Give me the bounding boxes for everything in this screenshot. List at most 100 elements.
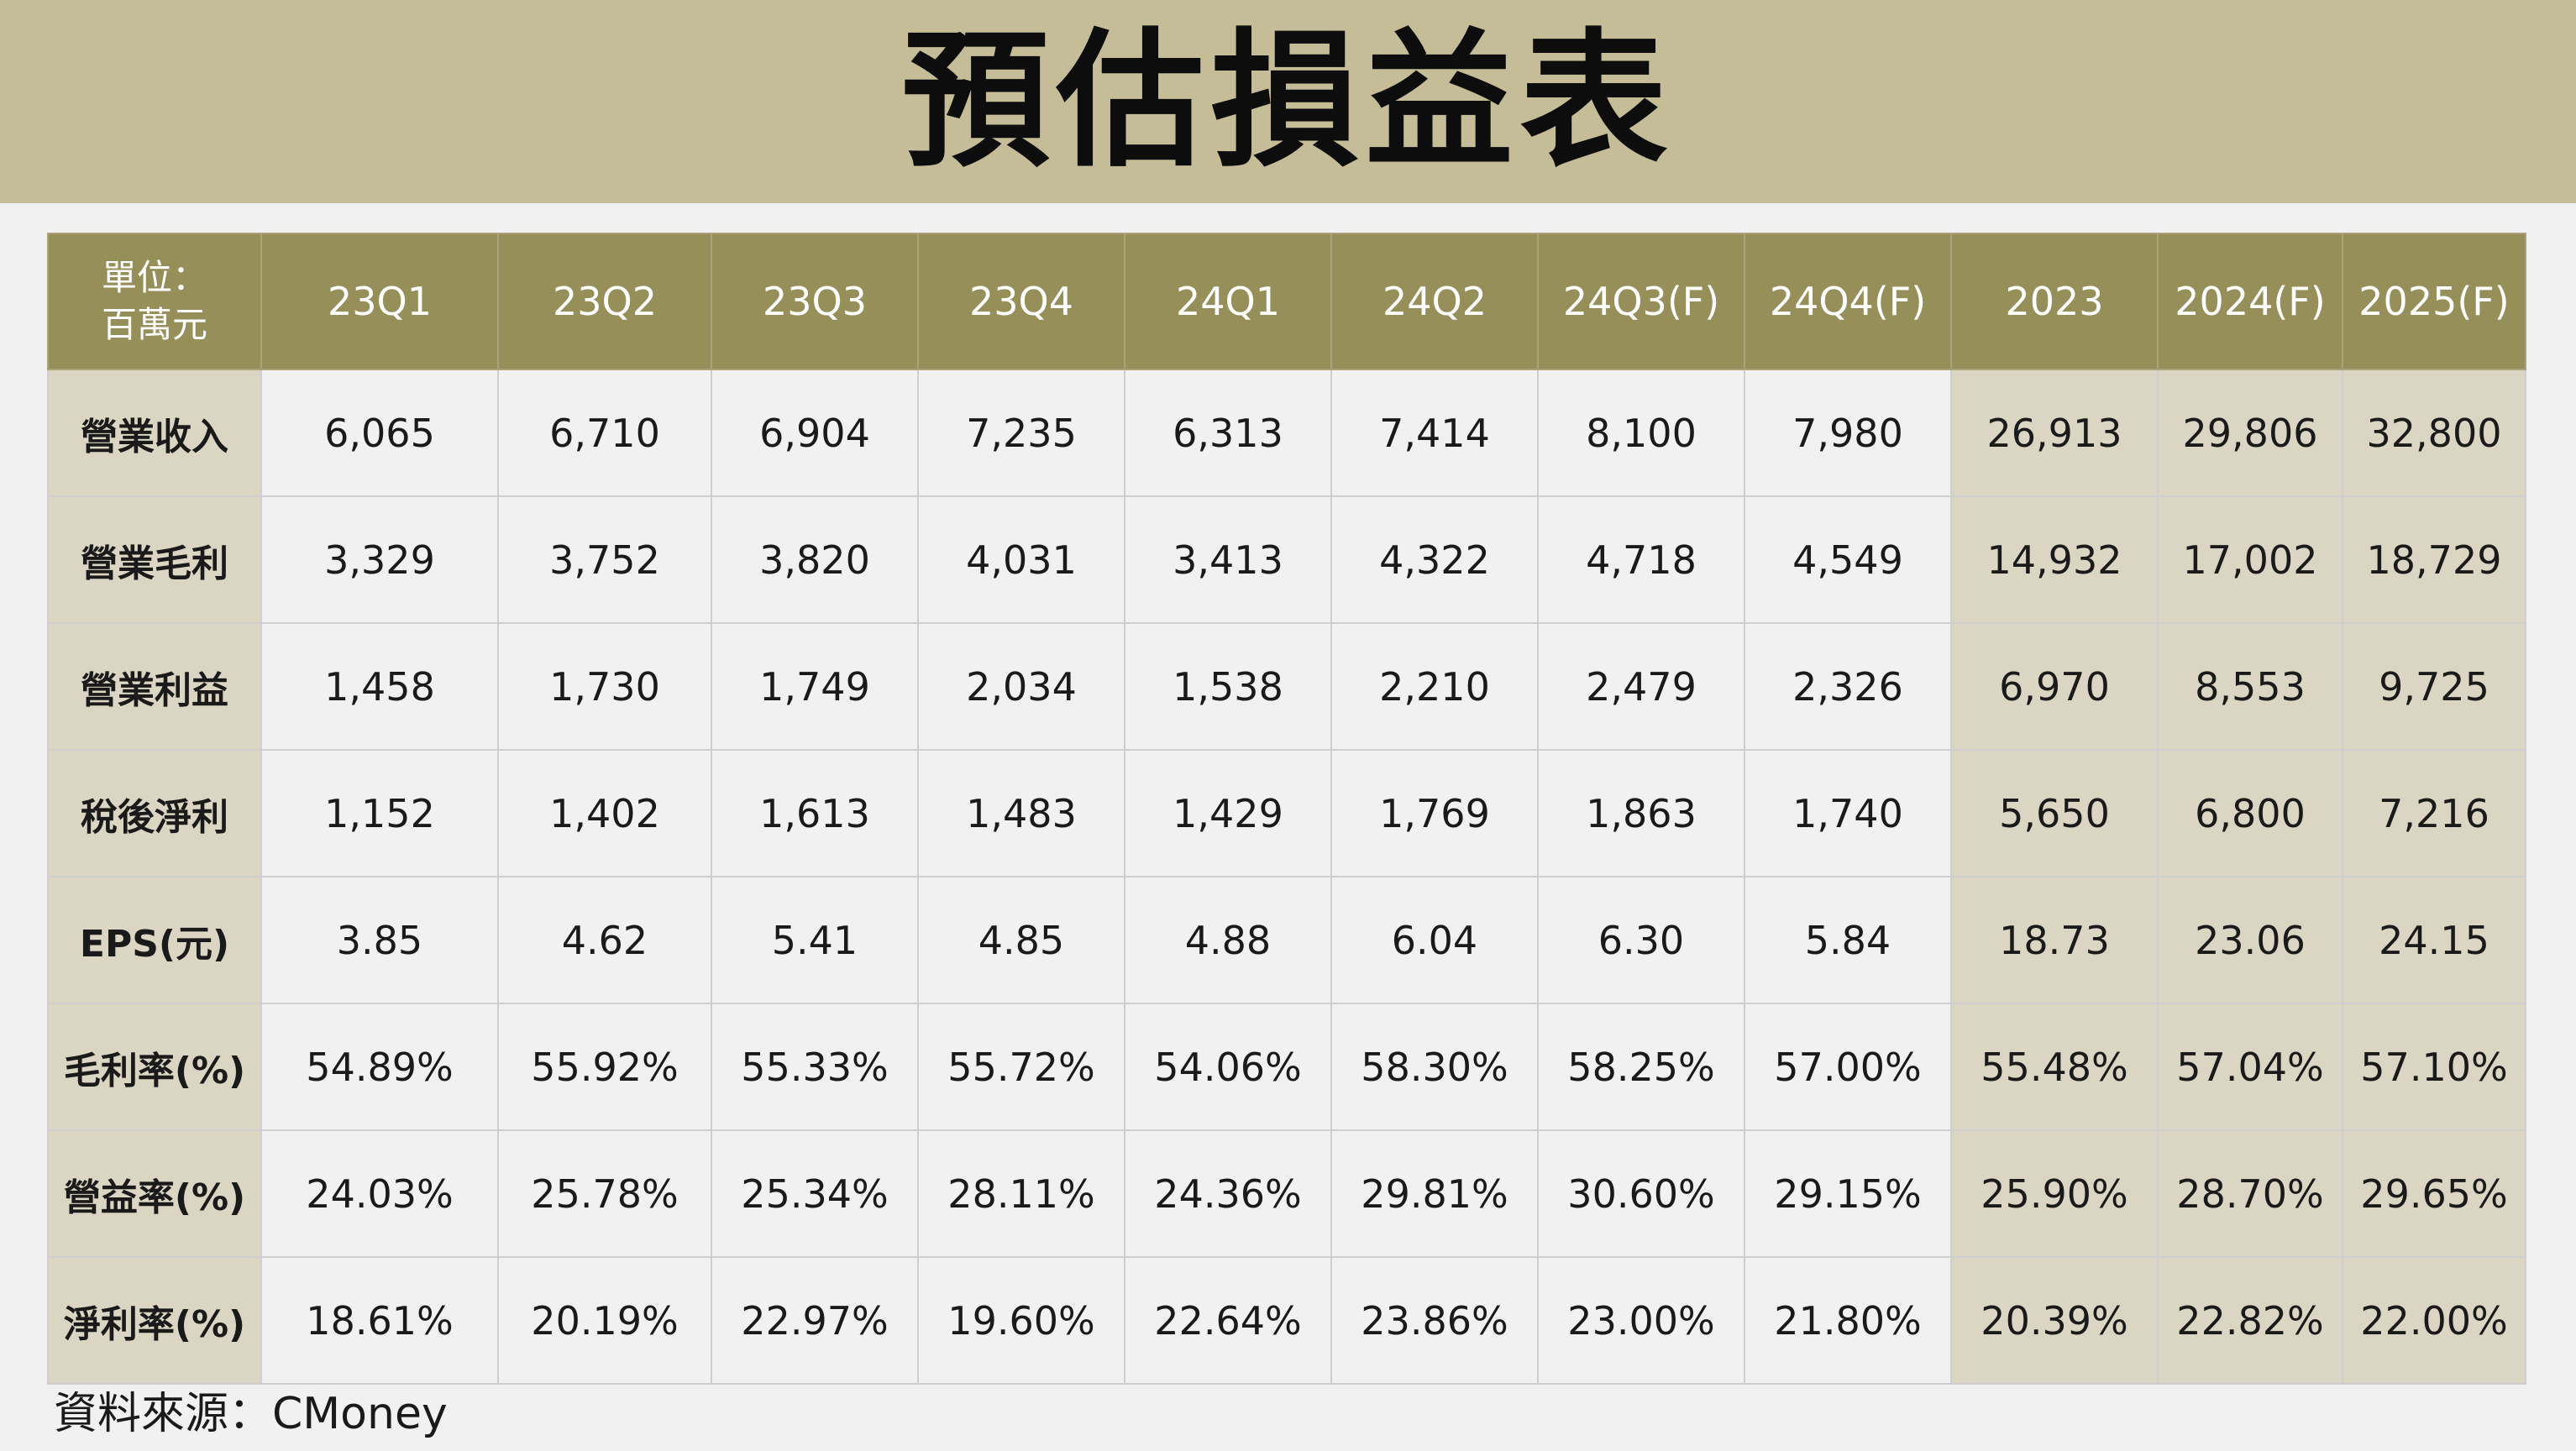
annual-value-cell: 7,216 bbox=[2342, 749, 2526, 877]
column-header: 23Q4 bbox=[917, 233, 1125, 370]
quarter-value-cell: 4.88 bbox=[1124, 876, 1332, 1004]
annual-value-cell: 57.10% bbox=[2342, 1003, 2526, 1131]
quarter-value-cell: 4,718 bbox=[1537, 495, 1745, 624]
column-header: 2025(F) bbox=[2342, 233, 2526, 370]
annual-value-cell: 6,800 bbox=[2157, 749, 2343, 877]
quarter-value-cell: 23.86% bbox=[1330, 1256, 1539, 1385]
quarter-value-cell: 24.03% bbox=[260, 1129, 499, 1258]
quarter-value-cell: 1,613 bbox=[711, 749, 919, 877]
annual-value-cell: 6,970 bbox=[1950, 622, 2159, 751]
quarter-value-cell: 5.84 bbox=[1744, 876, 1952, 1004]
quarter-value-cell: 1,740 bbox=[1744, 749, 1952, 877]
annual-value-cell: 29,806 bbox=[2157, 369, 2343, 497]
quarter-value-cell: 2,326 bbox=[1744, 622, 1952, 751]
annual-value-cell: 26,913 bbox=[1950, 369, 2159, 497]
quarter-value-cell: 8,100 bbox=[1537, 369, 1745, 497]
quarter-value-cell: 3.85 bbox=[260, 876, 499, 1004]
quarter-value-cell: 1,769 bbox=[1330, 749, 1539, 877]
annual-value-cell: 18.73 bbox=[1950, 876, 2159, 1004]
quarter-value-cell: 24.36% bbox=[1124, 1129, 1332, 1258]
quarter-value-cell: 4,549 bbox=[1744, 495, 1952, 624]
annual-value-cell: 24.15 bbox=[2342, 876, 2526, 1004]
quarter-value-cell: 1,152 bbox=[260, 749, 499, 877]
quarter-value-cell: 58.25% bbox=[1537, 1003, 1745, 1131]
row-label: 稅後淨利 bbox=[47, 749, 262, 877]
income-statement-table: 單位： 百萬元 23Q1 23Q2 23Q3 23Q4 24Q1 24Q2 24… bbox=[47, 233, 2526, 1385]
column-header: 23Q2 bbox=[497, 233, 712, 370]
row-label: EPS(元) bbox=[47, 876, 262, 1004]
quarter-value-cell: 1,749 bbox=[711, 622, 919, 751]
quarter-value-cell: 54.89% bbox=[260, 1003, 499, 1131]
annual-value-cell: 25.90% bbox=[1950, 1129, 2159, 1258]
table-row: 毛利率(%) 54.89% 55.92% 55.33% 55.72% 54.06% 58.3… bbox=[47, 1003, 2526, 1131]
quarter-value-cell: 1,483 bbox=[917, 749, 1125, 877]
quarter-value-cell: 7,235 bbox=[917, 369, 1125, 497]
quarter-value-cell: 21.80% bbox=[1744, 1256, 1952, 1385]
table-row: 營業收入 6,065 6,710 6,904 7,235 6,313 7,414 8,100 7… bbox=[47, 369, 2526, 497]
quarter-value-cell: 25.78% bbox=[497, 1129, 712, 1258]
quarter-value-cell: 57.00% bbox=[1744, 1003, 1952, 1131]
quarter-value-cell: 6.30 bbox=[1537, 876, 1745, 1004]
quarter-value-cell: 1,730 bbox=[497, 622, 712, 751]
annual-value-cell: 22.00% bbox=[2342, 1256, 2526, 1385]
annual-value-cell: 5,650 bbox=[1950, 749, 2159, 877]
page-title: 預估損益表 bbox=[901, 15, 1675, 187]
table-row: 淨利率(%) 18.61% 20.19% 22.97% 19.60% 22.64% 23.8… bbox=[47, 1256, 2526, 1385]
quarter-value-cell: 5.41 bbox=[711, 876, 919, 1004]
quarter-value-cell: 1,458 bbox=[260, 622, 499, 751]
quarter-value-cell: 6,904 bbox=[711, 369, 919, 497]
annual-value-cell: 18,729 bbox=[2342, 495, 2526, 624]
table-row: 營業利益 1,458 1,730 1,749 2,034 1,538 2,210 2,479 2… bbox=[47, 622, 2526, 751]
quarter-value-cell: 28.11% bbox=[917, 1129, 1125, 1258]
column-header: 24Q2 bbox=[1330, 233, 1539, 370]
annual-value-cell: 23.06 bbox=[2157, 876, 2343, 1004]
quarter-value-cell: 29.15% bbox=[1744, 1129, 1952, 1258]
quarter-value-cell: 2,479 bbox=[1537, 622, 1745, 751]
column-header: 24Q1 bbox=[1124, 233, 1332, 370]
quarter-value-cell: 30.60% bbox=[1537, 1129, 1745, 1258]
title-banner: 預估損益表 bbox=[0, 0, 2576, 203]
table-row: 營業毛利 3,329 3,752 3,820 4,031 3,413 4,322 4,718 4… bbox=[47, 495, 2526, 624]
quarter-value-cell: 25.34% bbox=[711, 1129, 919, 1258]
row-label: 淨利率(%) bbox=[47, 1256, 262, 1385]
quarter-value-cell: 3,820 bbox=[711, 495, 919, 624]
annual-value-cell: 57.04% bbox=[2157, 1003, 2343, 1131]
quarter-value-cell: 3,752 bbox=[497, 495, 712, 624]
unit-value: 百萬元 bbox=[101, 304, 207, 345]
quarter-value-cell: 1,538 bbox=[1124, 622, 1332, 751]
annual-value-cell: 29.65% bbox=[2342, 1129, 2526, 1258]
row-label: 毛利率(%) bbox=[47, 1003, 262, 1131]
table-row: 營益率(%) 24.03% 25.78% 25.34% 28.11% 24.36% 29.8… bbox=[47, 1129, 2526, 1258]
quarter-value-cell: 55.33% bbox=[711, 1003, 919, 1131]
quarter-value-cell: 6,065 bbox=[260, 369, 499, 497]
table-row: 稅後淨利 1,152 1,402 1,613 1,483 1,429 1,769 1,863 1… bbox=[47, 749, 2526, 877]
quarter-value-cell: 3,329 bbox=[260, 495, 499, 624]
row-label: 營益率(%) bbox=[47, 1129, 262, 1258]
quarter-value-cell: 6,313 bbox=[1124, 369, 1332, 497]
quarter-value-cell: 4.62 bbox=[497, 876, 712, 1004]
quarter-value-cell: 19.60% bbox=[917, 1256, 1125, 1385]
quarter-value-cell: 23.00% bbox=[1537, 1256, 1745, 1385]
quarter-value-cell: 6,710 bbox=[497, 369, 712, 497]
quarter-value-cell: 55.72% bbox=[917, 1003, 1125, 1131]
quarter-value-cell: 4,031 bbox=[917, 495, 1125, 624]
quarter-value-cell: 55.92% bbox=[497, 1003, 712, 1131]
quarter-value-cell: 22.64% bbox=[1124, 1256, 1332, 1385]
quarter-value-cell: 2,210 bbox=[1330, 622, 1539, 751]
quarter-value-cell: 20.19% bbox=[497, 1256, 712, 1385]
column-header: 24Q4(F) bbox=[1744, 233, 1952, 370]
quarter-value-cell: 7,414 bbox=[1330, 369, 1539, 497]
quarter-value-cell: 7,980 bbox=[1744, 369, 1952, 497]
data-source-note: 資料來源：CMoney bbox=[54, 1389, 448, 1439]
table-header-row: 單位： 百萬元 23Q1 23Q2 23Q3 23Q4 24Q1 24Q2 24… bbox=[47, 233, 2526, 370]
quarter-value-cell: 4,322 bbox=[1330, 495, 1539, 624]
quarter-value-cell: 2,034 bbox=[917, 622, 1125, 751]
unit-header: 單位： 百萬元 bbox=[47, 233, 262, 370]
quarter-value-cell: 6.04 bbox=[1330, 876, 1539, 1004]
table-row: EPS(元) 3.85 4.62 5.41 4.85 4.88 6.04 6.30 5.84 18… bbox=[47, 876, 2526, 1004]
quarter-value-cell: 1,429 bbox=[1124, 749, 1332, 877]
quarter-value-cell: 29.81% bbox=[1330, 1129, 1539, 1258]
annual-value-cell: 20.39% bbox=[1950, 1256, 2159, 1385]
quarter-value-cell: 18.61% bbox=[260, 1256, 499, 1385]
quarter-value-cell: 1,402 bbox=[497, 749, 712, 877]
